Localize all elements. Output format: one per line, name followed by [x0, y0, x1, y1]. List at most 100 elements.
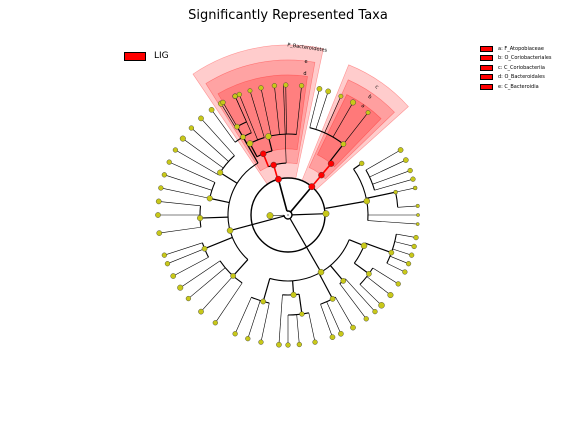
- tree-branch: [209, 197, 230, 204]
- tree-node: [412, 185, 418, 191]
- tree-arc: [320, 296, 336, 305]
- highlight-sector: [308, 79, 395, 180]
- tree-node: [372, 309, 378, 315]
- tree-node: [388, 249, 395, 256]
- taxa-legend-swatch: [480, 74, 493, 81]
- tree-node: [338, 93, 344, 99]
- tree-branch: [365, 149, 401, 171]
- taxa-legend-swatch: [480, 55, 493, 62]
- tree-node: [340, 141, 347, 147]
- tree-node: [246, 140, 254, 147]
- tree-branch: [318, 272, 334, 300]
- tree-branch: [180, 260, 221, 288]
- tree-node: [405, 261, 412, 267]
- tree-node: [359, 160, 365, 166]
- tree-node: [232, 93, 238, 99]
- tree-node: [217, 169, 224, 176]
- tree-node: [322, 210, 330, 218]
- tree-node: [220, 99, 226, 106]
- tree-node: [363, 197, 370, 205]
- tree-node: [161, 172, 167, 178]
- tree-node: [166, 159, 172, 165]
- tree-node: [325, 88, 331, 95]
- tree-branch: [345, 278, 376, 312]
- tree-branch: [200, 216, 229, 219]
- tree-arc: [287, 312, 309, 316]
- tree-branch: [367, 220, 418, 225]
- tree-node: [164, 261, 171, 267]
- clade-label-a: a: [360, 103, 366, 110]
- tree-branch: [308, 312, 316, 343]
- tree-branch: [296, 314, 300, 345]
- tree-node: [409, 252, 415, 258]
- tree-branch: [283, 85, 287, 164]
- group-legend-swatch: [124, 51, 146, 61]
- branch-lines: [158, 85, 418, 345]
- tree-branch: [366, 191, 396, 199]
- tree-node: [155, 212, 161, 218]
- tree-branch: [374, 178, 414, 191]
- tree-node: [232, 331, 238, 337]
- tree-branch: [369, 159, 406, 178]
- tree-node: [296, 341, 302, 348]
- tree-branch: [296, 85, 302, 135]
- enriched-node: [275, 175, 282, 183]
- tree-node: [247, 88, 253, 94]
- taxa-legend-label: b: O_Coriobacteriales: [498, 55, 552, 62]
- tree-node: [285, 342, 291, 348]
- tree-node: [266, 212, 274, 220]
- tree-arc: [269, 239, 350, 282]
- tree-arc: [386, 234, 397, 264]
- tree-branch: [220, 103, 236, 128]
- tree-node: [329, 296, 336, 302]
- tree-branch: [239, 94, 258, 141]
- tree-node: [260, 298, 266, 305]
- tree-node: [393, 189, 398, 195]
- tree-node: [413, 234, 419, 241]
- tree-branch: [289, 218, 322, 273]
- tree-branch: [397, 205, 418, 208]
- tree-branch: [274, 85, 280, 135]
- taxa-legend-entry: c: C_Coriobacteriia: [480, 63, 552, 73]
- tree-branch: [215, 282, 243, 323]
- tree-branch: [249, 90, 265, 138]
- enriched-node: [270, 161, 277, 169]
- clade-label-b: b: [367, 94, 373, 101]
- tree-branch: [211, 109, 236, 143]
- tree-branch: [242, 136, 259, 164]
- taxa-legend-label: a: F_Atopobiaceae: [498, 45, 544, 52]
- tree-node: [265, 133, 272, 140]
- highlight-sector: [316, 94, 382, 168]
- tree-node: [363, 316, 369, 322]
- tree-branch: [191, 127, 229, 162]
- tree-branch: [325, 200, 367, 209]
- enriched-node: [260, 150, 267, 158]
- tree-node: [161, 252, 167, 258]
- tree-branch: [182, 138, 224, 169]
- tree-node: [360, 242, 368, 249]
- tree-node: [271, 83, 278, 89]
- clade-label-c: c: [374, 84, 380, 91]
- tree-branch: [232, 259, 249, 277]
- clade-label-d: d: [303, 71, 306, 77]
- tree-arc: [219, 260, 243, 284]
- tree-branch: [164, 174, 213, 191]
- tree-branch: [392, 248, 412, 256]
- tree-node: [312, 339, 318, 345]
- tree-nodes: [155, 82, 420, 348]
- enriched-node: [327, 160, 335, 167]
- tree-branch: [289, 186, 313, 213]
- taxa-legend-entry: b: O_Coriobacteriales: [480, 54, 552, 64]
- tree-node: [208, 107, 215, 113]
- tree-node: [185, 295, 192, 302]
- tree-arc: [365, 169, 376, 191]
- taxa-legend-entry: e: C_Bacteroidia: [480, 82, 552, 92]
- taxa-legend-swatch: [480, 64, 493, 71]
- tree-node: [340, 278, 347, 284]
- tree-node: [403, 157, 409, 163]
- tree-branch: [222, 102, 244, 138]
- tree-branch: [359, 284, 382, 306]
- tree-branch: [335, 297, 354, 328]
- tree-branch: [364, 242, 392, 254]
- phylum-highlight-label: P_Bacteroidetes: [287, 42, 328, 54]
